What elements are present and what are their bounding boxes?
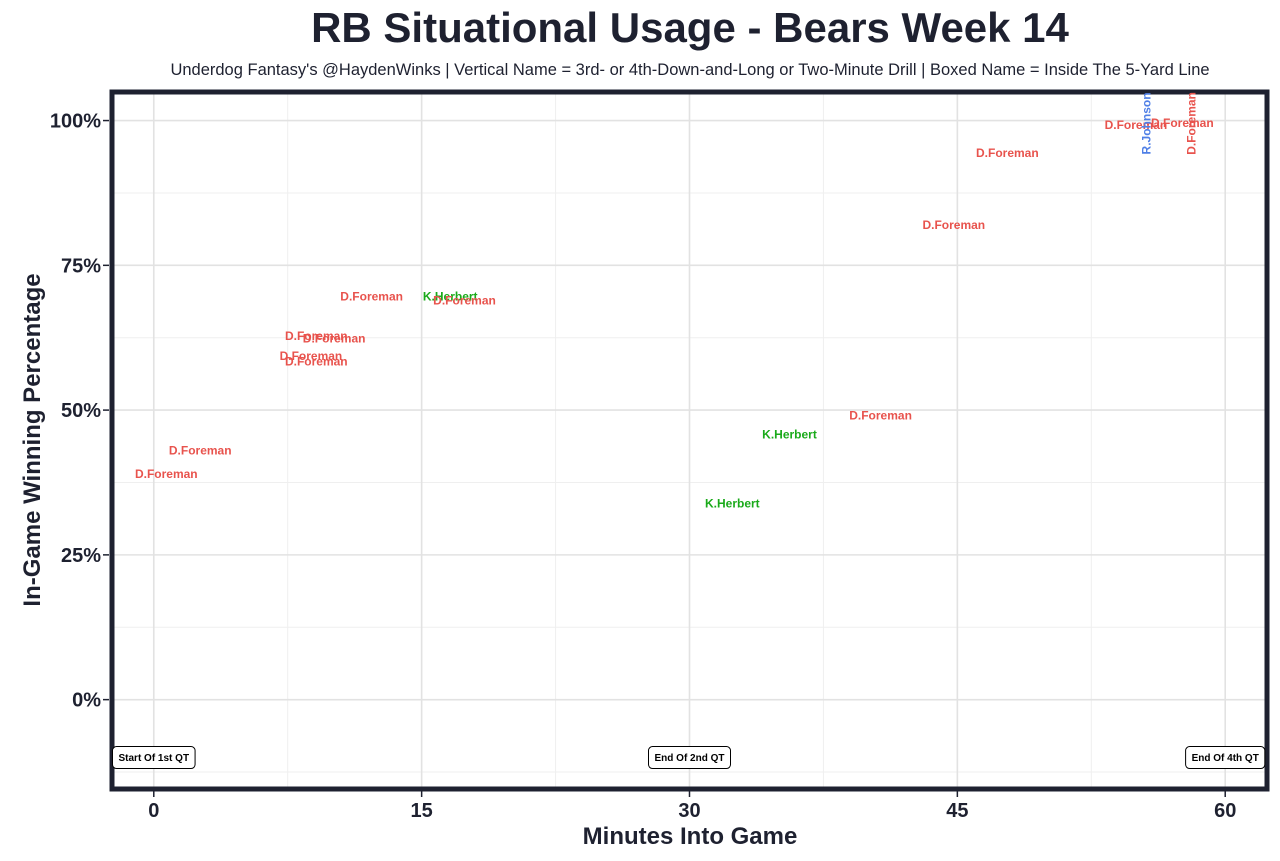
player-label: K.Herbert xyxy=(762,427,817,441)
y-tick-label: 0% xyxy=(72,690,101,712)
data-labels: D.ForemanD.ForemanD.ForemanD.ForemanD.Fo… xyxy=(135,92,1214,510)
player-label: K.Herbert xyxy=(705,496,760,510)
period-marker-label: End Of 4th QT xyxy=(1192,753,1259,764)
y-tick-label: 25% xyxy=(61,545,101,567)
player-label: D.Foreman xyxy=(1105,118,1168,132)
period-marker: End Of 4th QT xyxy=(1185,746,1266,770)
period-marker-box xyxy=(1185,746,1266,770)
player-label: R.Johnson xyxy=(1140,92,1154,154)
y-tick-label: 100% xyxy=(50,111,101,133)
player-label: D.Foreman xyxy=(285,354,348,368)
player-label: D.Foreman xyxy=(285,329,348,343)
x-axis-ticks: 0 15 30 45 60 xyxy=(148,791,1236,822)
y-axis-title: In-Game Winning Percentage xyxy=(19,273,46,606)
x-axis-title: Minutes Into Game xyxy=(583,823,798,850)
plot-border xyxy=(109,89,1270,792)
period-marker: Start Of 1st QT xyxy=(111,746,196,770)
x-tick-label: 60 xyxy=(1214,800,1236,822)
player-label: D.Foreman xyxy=(1151,116,1214,130)
y-tick-label: 75% xyxy=(61,255,101,277)
x-tick-label: 45 xyxy=(946,800,968,822)
grid xyxy=(114,94,1265,787)
period-marker-box xyxy=(648,746,731,770)
player-label: D.Foreman xyxy=(135,467,198,481)
x-tick-label: 30 xyxy=(678,800,700,822)
period-marker: End Of 2nd QT xyxy=(648,746,731,770)
player-label: D.Foreman xyxy=(922,218,985,232)
period-marker-label: Start Of 1st QT xyxy=(118,753,189,764)
player-label: K.Herbert xyxy=(423,290,478,304)
x-tick-label: 15 xyxy=(411,800,433,822)
player-label: D.Foreman xyxy=(849,408,912,422)
y-tick-label: 50% xyxy=(61,400,101,422)
player-label: D.Foreman xyxy=(1184,92,1198,155)
player-label: D.Foreman xyxy=(976,146,1039,160)
player-label: D.Foreman xyxy=(433,294,496,308)
player-label: D.Foreman xyxy=(340,290,403,304)
chart-subtitle: Underdog Fantasy's @HaydenWinks | Vertic… xyxy=(170,61,1209,79)
player-label: D.Foreman xyxy=(303,331,366,345)
period-markers: Start Of 1st QT End Of 2nd QT End Of 4th Q… xyxy=(111,746,1266,770)
y-axis-ticks: 0% 25% 50% 75% 100% xyxy=(50,111,109,712)
period-marker-box xyxy=(111,746,196,770)
period-marker-label: End Of 2nd QT xyxy=(655,753,725,764)
player-label: D.Foreman xyxy=(169,444,232,458)
x-tick-label: 0 xyxy=(148,800,159,822)
player-label: D.Foreman xyxy=(280,349,343,363)
chart-title: RB Situational Usage - Bears Week 14 xyxy=(311,4,1069,51)
